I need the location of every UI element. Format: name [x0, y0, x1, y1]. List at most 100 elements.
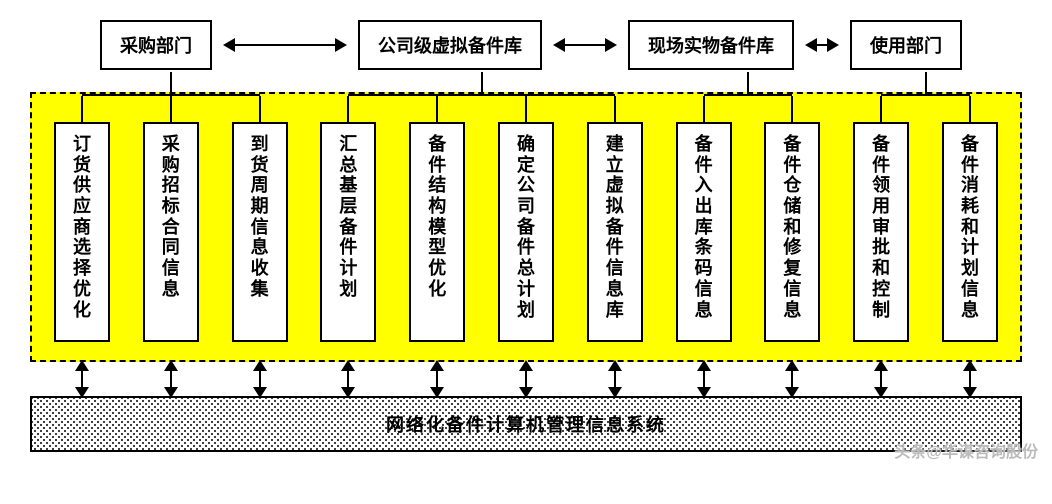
column-char: 库 — [606, 300, 624, 321]
column-char: 采 — [162, 134, 180, 155]
column-char: 备 — [695, 134, 713, 155]
column-char: 件 — [517, 237, 535, 258]
column-char: 划 — [339, 279, 357, 300]
column-char: 计 — [339, 258, 357, 279]
v-arrow-icon — [409, 362, 465, 396]
column-char: 收 — [251, 258, 269, 279]
column-row: 订货供应商选择优化采购招标合同信息到货周期信息收集汇总基层备件计划备件结构模型优… — [54, 122, 998, 342]
bracket-connector — [881, 94, 970, 122]
column-char: 期 — [251, 196, 269, 217]
column-char: 信 — [695, 279, 713, 300]
column-char: 定 — [517, 155, 535, 176]
column-char: 划 — [517, 300, 535, 321]
column-char: 修 — [783, 237, 801, 258]
v-arrow-icon — [942, 362, 998, 396]
yellow-zone: 订货供应商选择优化采购招标合同信息到货周期信息收集汇总基层备件计划备件结构模型优… — [30, 92, 1022, 362]
column-char: 入 — [695, 175, 713, 196]
column-char: 集 — [251, 279, 269, 300]
column-char: 息 — [961, 300, 979, 321]
column-char: 基 — [339, 175, 357, 196]
process-column: 备件消耗和计划信息 — [942, 122, 998, 342]
column-char: 购 — [162, 155, 180, 176]
column-char: 总 — [517, 258, 535, 279]
column-char: 制 — [872, 300, 890, 321]
column-char: 审 — [872, 217, 890, 238]
column-char: 备 — [606, 217, 624, 238]
column-char: 息 — [695, 300, 713, 321]
process-column: 备件仓储和修复信息 — [764, 122, 820, 342]
column-char: 复 — [783, 258, 801, 279]
column-char: 建 — [606, 134, 624, 155]
process-column: 采购招标合同信息 — [143, 122, 199, 342]
column-char: 商 — [73, 217, 91, 238]
column-char: 同 — [162, 237, 180, 258]
vertical-arrows-row — [30, 362, 1022, 396]
column-char: 拟 — [606, 196, 624, 217]
column-char: 合 — [162, 217, 180, 238]
column-char: 件 — [606, 237, 624, 258]
column-char: 化 — [73, 300, 91, 321]
column-char: 领 — [872, 175, 890, 196]
column-char: 仓 — [783, 175, 801, 196]
top-box-virtual-store: 公司级虚拟备件库 — [358, 20, 542, 70]
column-char: 批 — [872, 237, 890, 258]
column-char: 总 — [339, 155, 357, 176]
column-char: 周 — [251, 175, 269, 196]
bracket-connector — [704, 94, 793, 122]
column-char: 用 — [872, 196, 890, 217]
column-char: 标 — [162, 196, 180, 217]
column-char: 条 — [695, 237, 713, 258]
column-char: 确 — [517, 134, 535, 155]
v-arrow-icon — [232, 362, 288, 396]
v-arrow-icon — [498, 362, 554, 396]
process-column: 建立虚拟备件信息库 — [587, 122, 643, 342]
column-char: 件 — [428, 155, 446, 176]
column-char: 立 — [606, 155, 624, 176]
bracket-connectors — [32, 94, 1020, 122]
watermark-text: 头条@华谋咨询股份 — [894, 438, 1038, 462]
process-column: 备件结构模型优化 — [409, 122, 465, 342]
column-char: 和 — [961, 217, 979, 238]
column-char: 件 — [783, 155, 801, 176]
column-char: 备 — [961, 134, 979, 155]
column-char: 型 — [428, 237, 446, 258]
column-char: 件 — [872, 155, 890, 176]
v-arrow-icon — [320, 362, 376, 396]
process-column: 汇总基层备件计划 — [320, 122, 376, 342]
process-column: 备件入出库条码信息 — [676, 122, 732, 342]
column-char: 信 — [606, 258, 624, 279]
v-arrow-icon — [54, 362, 110, 396]
column-char: 结 — [428, 175, 446, 196]
column-char: 到 — [251, 134, 269, 155]
top-box-user-dept: 使用部门 — [850, 20, 962, 70]
process-column: 备件领用审批和控制 — [853, 122, 909, 342]
column-char: 耗 — [961, 196, 979, 217]
column-char: 备 — [428, 134, 446, 155]
column-char: 信 — [162, 258, 180, 279]
h-arrow-icon — [555, 44, 615, 46]
column-char: 储 — [783, 196, 801, 217]
column-char: 应 — [73, 196, 91, 217]
v-arrow-icon — [764, 362, 820, 396]
column-char: 司 — [517, 196, 535, 217]
h-arrow-icon — [225, 44, 345, 46]
column-char: 公 — [517, 175, 535, 196]
bracket-connector — [82, 94, 260, 122]
column-char: 信 — [783, 279, 801, 300]
column-char: 信 — [961, 279, 979, 300]
process-column: 确定公司备件总计划 — [498, 122, 554, 342]
process-column: 订货供应商选择优化 — [54, 122, 110, 342]
column-char: 备 — [517, 217, 535, 238]
column-char: 模 — [428, 217, 446, 238]
column-char: 货 — [251, 155, 269, 176]
column-char: 息 — [783, 300, 801, 321]
column-char: 化 — [428, 279, 446, 300]
h-arrow-icon — [807, 44, 837, 46]
column-char: 消 — [961, 175, 979, 196]
column-char: 择 — [73, 258, 91, 279]
column-char: 划 — [961, 258, 979, 279]
column-char: 库 — [695, 217, 713, 238]
column-char: 货 — [73, 155, 91, 176]
column-char: 息 — [162, 279, 180, 300]
column-char: 息 — [606, 279, 624, 300]
